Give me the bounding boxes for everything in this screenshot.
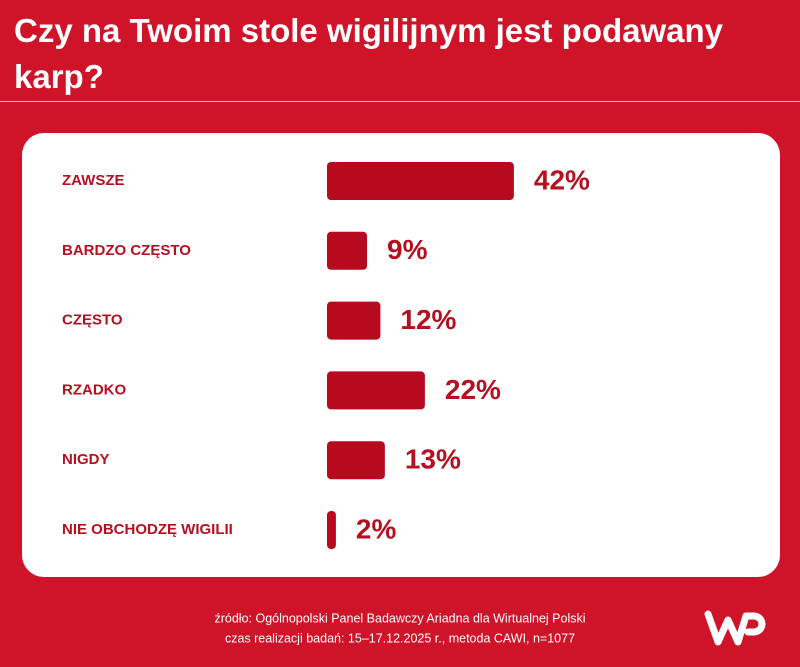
bar bbox=[327, 301, 381, 340]
value-label: 9% bbox=[387, 234, 428, 265]
bar bbox=[327, 162, 514, 200]
category-label: ZAWSZE bbox=[62, 172, 125, 189]
card bbox=[22, 133, 780, 577]
category-label: NIGDY bbox=[62, 451, 110, 468]
category-label: RZADKO bbox=[62, 381, 126, 398]
divider bbox=[0, 101, 800, 102]
bar bbox=[327, 441, 385, 480]
category-label: NIE OBCHODZĘ WIGILII bbox=[62, 521, 233, 538]
category-label: BARDZO CZĘSTO bbox=[62, 242, 191, 259]
value-label: 22% bbox=[445, 374, 501, 405]
value-label: 2% bbox=[356, 513, 397, 544]
source: źródło: Ogólnopolski Panel Badawczy Aria… bbox=[214, 611, 585, 625]
chart-title: Czy na Twoim stole wigilijnym jest podaw… bbox=[14, 12, 724, 95]
bar bbox=[327, 231, 368, 270]
bar bbox=[327, 511, 336, 549]
value-label: 12% bbox=[400, 304, 456, 335]
value-label: 13% bbox=[405, 444, 461, 475]
bar bbox=[327, 371, 425, 410]
note: czas realizacji badań: 15–17.12.2025 r.,… bbox=[225, 631, 575, 645]
logo bbox=[704, 610, 766, 646]
category-label: CZĘSTO bbox=[62, 312, 123, 329]
value-label: 42% bbox=[534, 164, 590, 195]
